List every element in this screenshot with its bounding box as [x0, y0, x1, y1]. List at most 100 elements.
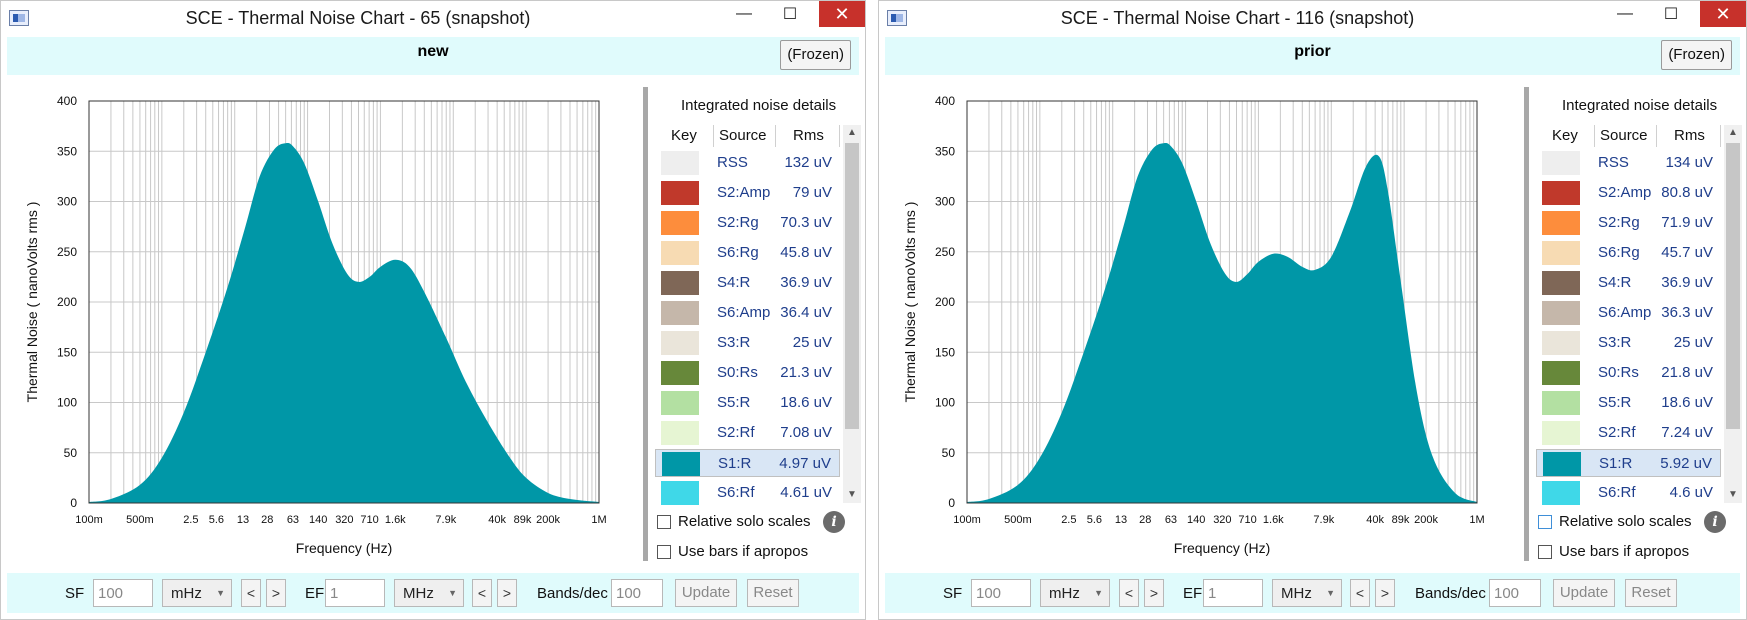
- minimize-icon[interactable]: —: [736, 5, 752, 22]
- key-swatch[interactable]: [661, 361, 699, 385]
- relative-solo-option[interactable]: Relative solo scales: [1538, 513, 1692, 530]
- noise-row[interactable]: S4:R 36.9 uV: [1536, 269, 1721, 297]
- sf-next-button[interactable]: >: [1144, 579, 1164, 607]
- ef-next-button[interactable]: >: [497, 579, 517, 607]
- noise-row[interactable]: S2:Rf 7.24 uV: [1536, 419, 1721, 447]
- close-icon[interactable]: ✕: [819, 1, 865, 27]
- snapshot-name[interactable]: new: [417, 43, 449, 60]
- key-swatch[interactable]: [661, 481, 699, 505]
- key-swatch[interactable]: [1543, 452, 1581, 476]
- key-swatch[interactable]: [1542, 391, 1580, 415]
- noise-row[interactable]: S6:Rg 45.7 uV: [1536, 239, 1721, 267]
- ef-next-button[interactable]: >: [1375, 579, 1395, 607]
- ef-unit-select[interactable]: MHz ▼: [394, 579, 464, 607]
- sf-unit-select[interactable]: mHz ▼: [162, 579, 232, 607]
- key-swatch[interactable]: [661, 421, 699, 445]
- noise-row[interactable]: S2:Amp 79 uV: [655, 179, 840, 207]
- key-swatch[interactable]: [661, 151, 699, 175]
- relative-solo-option[interactable]: Relative solo scales: [657, 513, 811, 530]
- column-source[interactable]: Source: [719, 127, 767, 144]
- close-icon[interactable]: ✕: [1700, 1, 1746, 27]
- noise-row[interactable]: S6:Amp 36.4 uV: [655, 299, 840, 327]
- title-bar[interactable]: SCE - Thermal Noise Chart - 65 (snapshot…: [1, 1, 865, 35]
- noise-row[interactable]: S3:R 25 uV: [655, 329, 840, 357]
- scroll-thumb[interactable]: [1726, 143, 1740, 429]
- noise-row[interactable]: S3:R 25 uV: [1536, 329, 1721, 357]
- noise-row[interactable]: S1:R 5.92 uV: [1536, 449, 1721, 477]
- noise-row[interactable]: S6:Rg 45.8 uV: [655, 239, 840, 267]
- panel-splitter[interactable]: [1524, 87, 1529, 561]
- noise-row[interactable]: S6:Amp 36.3 uV: [1536, 299, 1721, 327]
- key-swatch[interactable]: [1542, 271, 1580, 295]
- use-bars-checkbox[interactable]: [657, 544, 671, 559]
- ef-prev-button[interactable]: <: [472, 579, 492, 607]
- info-icon[interactable]: i: [1704, 511, 1726, 533]
- noise-row[interactable]: S5:R 18.6 uV: [1536, 389, 1721, 417]
- use-bars-option[interactable]: Use bars if apropos: [1538, 543, 1689, 560]
- sf-next-button[interactable]: >: [266, 579, 286, 607]
- noise-row[interactable]: S2:Amp 80.8 uV: [1536, 179, 1721, 207]
- key-swatch[interactable]: [1542, 361, 1580, 385]
- column-key[interactable]: Key: [671, 127, 697, 144]
- ef-prev-button[interactable]: <: [1350, 579, 1370, 607]
- column-source[interactable]: Source: [1600, 127, 1648, 144]
- noise-row[interactable]: S1:R 4.97 uV: [655, 449, 840, 477]
- noise-row[interactable]: S6:Rf 4.6 uV: [1536, 479, 1721, 507]
- noise-row[interactable]: S2:Rg 71.9 uV: [1536, 209, 1721, 237]
- key-swatch[interactable]: [661, 211, 699, 235]
- key-swatch[interactable]: [1542, 151, 1580, 175]
- noise-row[interactable]: S0:Rs 21.8 uV: [1536, 359, 1721, 387]
- update-button[interactable]: Update: [675, 579, 737, 607]
- key-swatch[interactable]: [1542, 421, 1580, 445]
- column-key[interactable]: Key: [1552, 127, 1578, 144]
- key-swatch[interactable]: [661, 241, 699, 265]
- app-icon[interactable]: [9, 10, 29, 26]
- noise-row[interactable]: RSS 134 uV: [1536, 149, 1721, 177]
- noise-row[interactable]: S0:Rs 21.3 uV: [655, 359, 840, 387]
- key-swatch[interactable]: [661, 181, 699, 205]
- ef-input[interactable]: 1: [1203, 579, 1263, 607]
- noise-row[interactable]: RSS 132 uV: [655, 149, 840, 177]
- column-rms[interactable]: Rms: [793, 127, 824, 144]
- key-swatch[interactable]: [1542, 241, 1580, 265]
- details-scrollbar[interactable]: ▲ ▼: [843, 125, 861, 503]
- column-rms[interactable]: Rms: [1674, 127, 1705, 144]
- ef-unit-select[interactable]: MHz ▼: [1272, 579, 1342, 607]
- info-icon[interactable]: i: [823, 511, 845, 533]
- sf-prev-button[interactable]: <: [1119, 579, 1139, 607]
- frozen-button[interactable]: (Frozen): [1661, 40, 1732, 70]
- key-swatch[interactable]: [1542, 481, 1580, 505]
- key-swatch[interactable]: [661, 331, 699, 355]
- sf-prev-button[interactable]: <: [241, 579, 261, 607]
- update-button[interactable]: Update: [1553, 579, 1615, 607]
- scroll-down-icon[interactable]: ▼: [1728, 489, 1738, 500]
- key-swatch[interactable]: [661, 391, 699, 415]
- reset-button[interactable]: Reset: [747, 579, 799, 607]
- noise-row[interactable]: S2:Rg 70.3 uV: [655, 209, 840, 237]
- sf-input[interactable]: 100: [93, 579, 153, 607]
- reset-button[interactable]: Reset: [1625, 579, 1677, 607]
- minimize-icon[interactable]: —: [1617, 5, 1633, 22]
- noise-row[interactable]: S5:R 18.6 uV: [655, 389, 840, 417]
- title-bar[interactable]: SCE - Thermal Noise Chart - 116 (snapsho…: [879, 1, 1746, 35]
- app-icon[interactable]: [887, 10, 907, 26]
- key-swatch[interactable]: [1542, 181, 1580, 205]
- sf-input[interactable]: 100: [971, 579, 1031, 607]
- key-swatch[interactable]: [1542, 331, 1580, 355]
- maximize-icon[interactable]: ☐: [782, 6, 798, 23]
- key-swatch[interactable]: [1542, 301, 1580, 325]
- key-swatch[interactable]: [661, 271, 699, 295]
- scroll-down-icon[interactable]: ▼: [847, 489, 857, 500]
- scroll-thumb[interactable]: [845, 143, 859, 429]
- panel-splitter[interactable]: [643, 87, 648, 561]
- sf-unit-select[interactable]: mHz ▼: [1040, 579, 1110, 607]
- bands-input[interactable]: 100: [611, 579, 663, 607]
- maximize-icon[interactable]: ☐: [1663, 6, 1679, 23]
- relative-solo-checkbox[interactable]: [1538, 514, 1552, 529]
- key-swatch[interactable]: [1542, 211, 1580, 235]
- scroll-up-icon[interactable]: ▲: [847, 127, 857, 138]
- relative-solo-checkbox[interactable]: [657, 514, 671, 529]
- noise-row[interactable]: S4:R 36.9 uV: [655, 269, 840, 297]
- use-bars-checkbox[interactable]: [1538, 544, 1552, 559]
- key-swatch[interactable]: [662, 452, 700, 476]
